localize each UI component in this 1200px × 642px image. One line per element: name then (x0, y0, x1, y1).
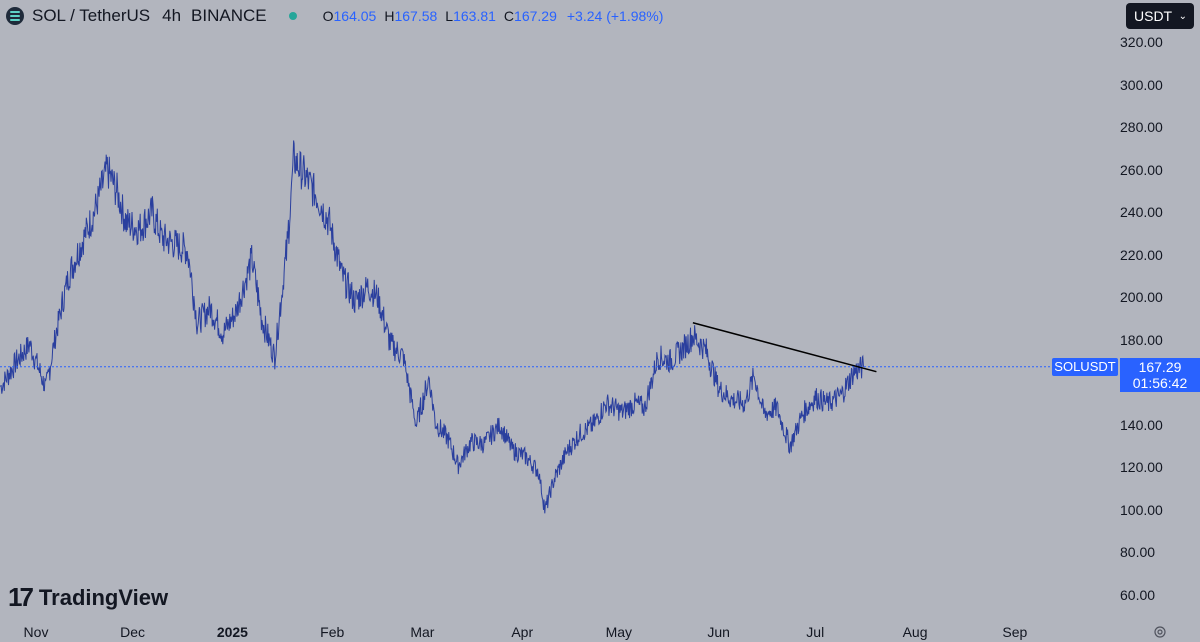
x-tick-label: Nov (23, 624, 49, 640)
timeframe[interactable]: 4h (162, 6, 182, 25)
x-tick-label: Feb (320, 624, 345, 640)
x-tick-label: Mar (410, 624, 435, 640)
price-series (0, 140, 864, 514)
x-tick-label: Apr (511, 624, 534, 640)
y-tick-label: 320.00 (1120, 34, 1163, 50)
high-value: 167.58 (394, 8, 438, 24)
tradingview-wordmark: TradingView (38, 584, 169, 610)
open-label: O (322, 8, 334, 24)
close-label: C (503, 8, 515, 24)
bar-countdown: 01:56:42 (1132, 375, 1188, 391)
y-tick-label: 200.00 (1120, 289, 1163, 306)
chart-header: SOL / TetherUS 4h BINANCE O164.05 H167.5… (6, 4, 663, 28)
exchange: BINANCE (191, 6, 267, 25)
y-tick-label: 60.00 (1120, 587, 1156, 603)
x-tick-label: Dec (120, 624, 146, 640)
x-tick-label: Aug (902, 624, 928, 640)
solana-logo-icon (6, 7, 24, 25)
currency-button[interactable]: USDT ⌄ (1126, 3, 1194, 29)
change-value: +3.24 (+1.98%) (566, 8, 664, 24)
y-tick-label: 100.00 (1120, 501, 1163, 518)
price-line (0, 140, 864, 514)
open-value: 164.05 (333, 8, 377, 24)
x-tick-label: Jul (806, 624, 825, 640)
symbol-name[interactable]: SOL / TetherUS (32, 6, 151, 25)
y-tick-label: 300.00 (1120, 76, 1163, 93)
y-tick-label: 220.00 (1120, 246, 1163, 263)
chevron-down-icon: ⌄ (1178, 10, 1187, 22)
last-price: 167.29 (1138, 359, 1182, 375)
y-tick-label: 120.00 (1120, 459, 1163, 476)
currency-label: USDT (1134, 8, 1173, 24)
x-tick-label: 2025 (216, 624, 248, 640)
y-tick-label: 280.00 (1120, 119, 1163, 136)
ohlc-values: O164.05 H167.58 L163.81 C167.29 +3.24 (+… (323, 8, 664, 24)
y-tick-label: 240.00 (1120, 204, 1163, 221)
tradingview-mark-icon: 17 (8, 582, 34, 612)
close-value: 167.29 (514, 8, 557, 24)
y-tick-label: 180.00 (1120, 331, 1163, 348)
x-tick-label: Sep (1002, 624, 1028, 640)
y-tick-label: 140.00 (1120, 416, 1163, 433)
x-tick-label: May (605, 624, 633, 640)
trendline[interactable] (692, 322, 877, 373)
x-tick-label: Jun (707, 624, 730, 640)
gear-icon[interactable] (1152, 624, 1168, 640)
last-price-tag: 167.29 01:56:42 (1120, 358, 1200, 392)
low-value: 163.81 (453, 8, 496, 24)
tradingview-logo[interactable]: 17 TradingView (8, 582, 168, 613)
high-label: H (384, 8, 395, 24)
y-tick-label: 260.00 (1120, 161, 1163, 178)
market-status-dot (288, 12, 297, 20)
symbol-price-tag: SOLUSDT (1052, 358, 1118, 376)
low-label: L (445, 8, 454, 24)
y-tick-label: 80.00 (1120, 544, 1156, 561)
